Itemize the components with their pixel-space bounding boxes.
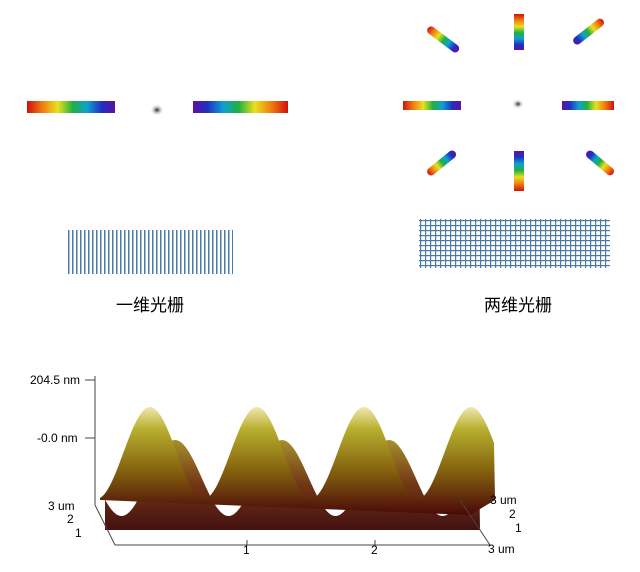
y-label: 3 um — [490, 493, 517, 507]
caption: 两维光栅 — [484, 296, 552, 316]
x-label: 2 — [371, 543, 378, 557]
caption: 一维光栅 — [116, 296, 184, 316]
axis — [459, 499, 491, 546]
spectrum — [193, 101, 288, 113]
spectrum — [427, 26, 460, 53]
spectrum — [403, 101, 461, 110]
spectrum — [27, 101, 115, 113]
zero-order — [150, 104, 164, 116]
spectrum — [573, 18, 605, 45]
spectrum — [586, 150, 614, 176]
spectrum — [562, 101, 614, 110]
grating-lines — [67, 230, 233, 274]
spectrum — [514, 151, 524, 191]
grating-2d: 两维光栅 — [403, 14, 614, 316]
x-label: 1 — [243, 543, 250, 557]
y-label: 1 — [515, 521, 522, 535]
surface — [100, 407, 495, 515]
spectrum — [514, 14, 524, 50]
y-label: 2 — [67, 512, 74, 526]
zero-order — [512, 99, 524, 109]
x-label: 3 um — [488, 542, 515, 556]
z-label: -0.0 nm — [37, 431, 78, 445]
y-label: 3 um — [48, 499, 75, 513]
grating-mesh — [419, 219, 610, 268]
afm-image: 204.5 nm -0.0 nm 3 um 2 1 1 2 3 um 3 um … — [30, 373, 522, 557]
spectrum — [427, 150, 457, 176]
y-label: 2 — [509, 507, 516, 521]
y-label: 1 — [75, 526, 82, 540]
z-label: 204.5 nm — [30, 373, 80, 387]
grating-1d: 一维光栅 — [27, 101, 288, 316]
axis — [94, 504, 116, 546]
